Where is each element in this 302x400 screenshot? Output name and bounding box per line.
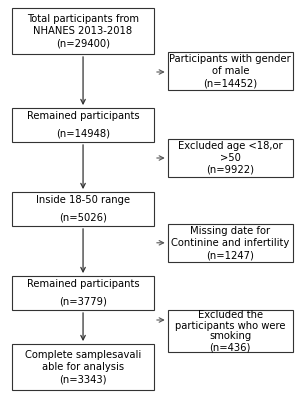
Text: >50: >50 [220,153,241,163]
Text: Missing date for: Missing date for [190,226,270,236]
Text: (n=436): (n=436) [210,342,251,352]
Text: (n=29400): (n=29400) [56,38,110,48]
FancyBboxPatch shape [168,139,293,177]
Text: Inside 18-50 range: Inside 18-50 range [36,195,130,205]
FancyBboxPatch shape [12,192,154,226]
FancyBboxPatch shape [12,276,154,310]
FancyBboxPatch shape [12,8,154,54]
Text: smoking: smoking [209,331,251,341]
Text: Continine and infertility: Continine and infertility [171,238,289,248]
Text: (n=9922): (n=9922) [206,165,254,175]
Text: Excluded the: Excluded the [198,310,263,320]
Text: participants who were: participants who were [175,321,285,331]
Text: Remained participants: Remained participants [27,279,139,289]
Text: (n=14948): (n=14948) [56,129,110,139]
Text: Excluded age <18,or: Excluded age <18,or [178,141,283,151]
Text: Participants with gender: Participants with gender [169,54,291,64]
Text: (n=5026): (n=5026) [59,213,107,223]
Text: Complete samplesavali: Complete samplesavali [25,350,141,360]
Text: (n=3779): (n=3779) [59,297,107,307]
Text: of male: of male [211,66,249,76]
Text: (n=3343): (n=3343) [59,374,107,384]
FancyBboxPatch shape [168,310,293,352]
Text: NHANES 2013-2018: NHANES 2013-2018 [34,26,133,36]
Text: Total participants from: Total participants from [27,14,139,24]
FancyBboxPatch shape [12,108,154,142]
Text: (n=14452): (n=14452) [203,78,257,88]
FancyBboxPatch shape [168,224,293,262]
FancyBboxPatch shape [12,344,154,390]
Text: Remained participants: Remained participants [27,111,139,121]
FancyBboxPatch shape [168,52,293,90]
Text: able for analysis: able for analysis [42,362,124,372]
Text: (n=1247): (n=1247) [206,250,254,260]
